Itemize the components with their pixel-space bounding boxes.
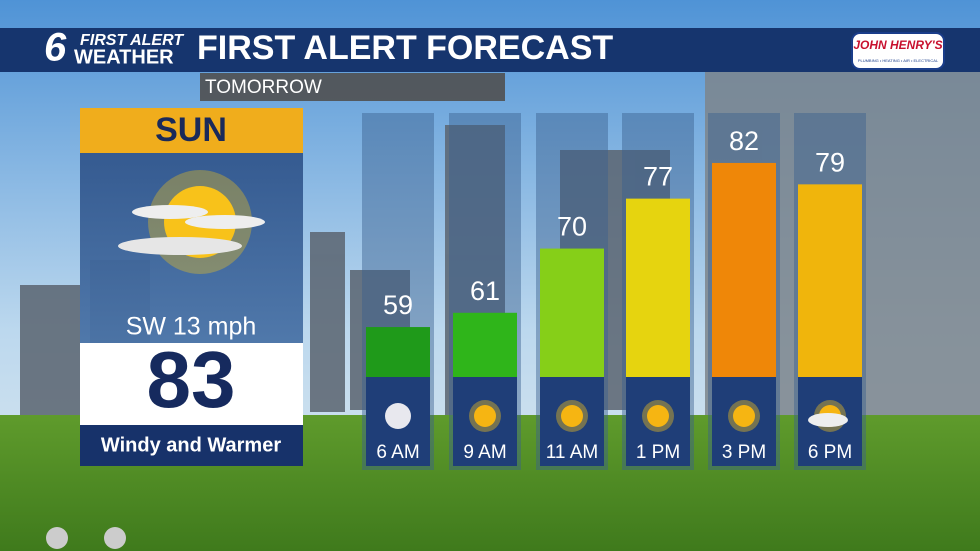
title: FIRST ALERT FORECAST — [197, 29, 613, 67]
sponsor-tagline: PLUMBING • HEATING • AIR • ELECTRICAL — [858, 58, 939, 63]
bar-label: 77 — [643, 162, 673, 192]
time-label: 9 AM — [463, 442, 506, 463]
prev-button[interactable] — [46, 527, 68, 549]
bar — [540, 248, 604, 377]
icon-moon — [385, 403, 411, 429]
bar-label: 82 — [729, 126, 759, 156]
logo-line: FIRST ALERT — [80, 32, 184, 49]
icon-cloud — [808, 413, 848, 427]
subtitle-bar — [200, 73, 505, 101]
bar — [453, 312, 517, 377]
next-button[interactable] — [104, 527, 126, 549]
logo-line: WEATHER — [74, 46, 174, 68]
icon-sun — [733, 405, 755, 427]
time-label: 3 PM — [722, 442, 766, 463]
day-header — [80, 108, 303, 153]
day-icon — [118, 170, 265, 274]
bar-label: 79 — [815, 147, 845, 177]
day-name: SUN — [155, 111, 227, 149]
time-label: 11 AM — [546, 442, 598, 463]
icon-sun — [647, 405, 669, 427]
logo-number: 6 — [44, 26, 67, 70]
subtitle: TOMORROW — [205, 77, 322, 98]
header-bar — [0, 28, 980, 72]
bar — [626, 198, 690, 377]
time-label: 6 PM — [808, 442, 852, 463]
summary-bar — [80, 425, 303, 466]
summary: Windy and Warmer — [101, 434, 281, 456]
sponsor-logo — [851, 32, 945, 70]
bar — [712, 162, 776, 377]
bar-label: 61 — [470, 276, 500, 306]
bar — [798, 184, 862, 377]
sponsor: JOHN HENRY'S — [853, 38, 942, 52]
icon-sun — [474, 405, 496, 427]
high-box — [80, 343, 303, 425]
bar-label: 70 — [557, 212, 587, 242]
high-temp: 83 — [147, 335, 236, 424]
nav — [46, 527, 126, 549]
wind: SW 13 mph — [126, 313, 257, 341]
time-label: 1 PM — [636, 442, 680, 463]
bar — [366, 327, 430, 377]
time-label: 6 AM — [376, 442, 419, 463]
bar-label: 59 — [383, 290, 413, 320]
icon-sun — [561, 405, 583, 427]
